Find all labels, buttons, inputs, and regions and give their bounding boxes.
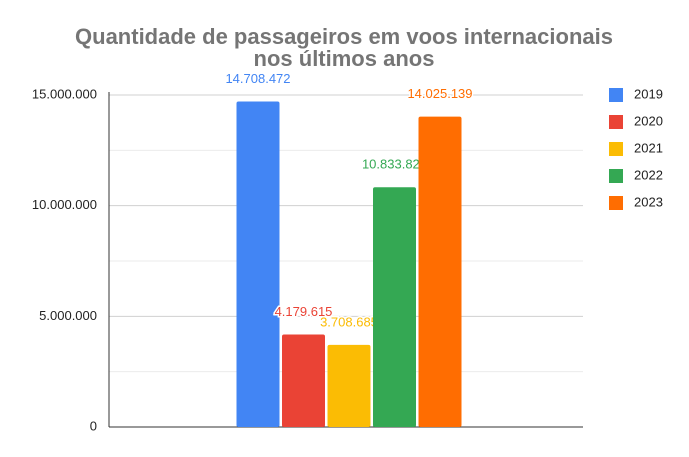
y-tick-label: 15.000.000 [32,86,97,101]
legend-swatch [609,88,623,102]
bar [418,116,462,427]
legend-swatch [609,142,623,156]
bar [282,334,325,427]
y-tick-label: 5.000.000 [39,308,97,323]
value-label: 14.025.139 [407,86,472,101]
legend-label: 2022 [634,167,663,182]
value-label: 14.708.472 [225,71,290,86]
bar [236,101,280,427]
legend-label: 2021 [634,140,663,155]
legend-label: 2019 [634,86,663,101]
legend-label: 2020 [634,113,663,128]
y-tick-label: 0 [90,418,97,433]
bar [327,344,371,427]
chart-title: nos últimos anos [254,46,435,71]
value-label: 4.179.615 [275,304,333,319]
legend-label: 2023 [634,194,663,209]
y-tick-label: 10.000.000 [32,197,97,212]
legend-swatch [609,115,623,129]
legend-swatch [609,169,623,183]
legend-swatch [609,196,623,210]
value-label: 3.708.685 [320,314,378,329]
bar [373,187,416,427]
value-label: 10.833.823 [362,157,427,172]
chart-title: Quantidade de passageiros em voos intern… [75,24,613,49]
